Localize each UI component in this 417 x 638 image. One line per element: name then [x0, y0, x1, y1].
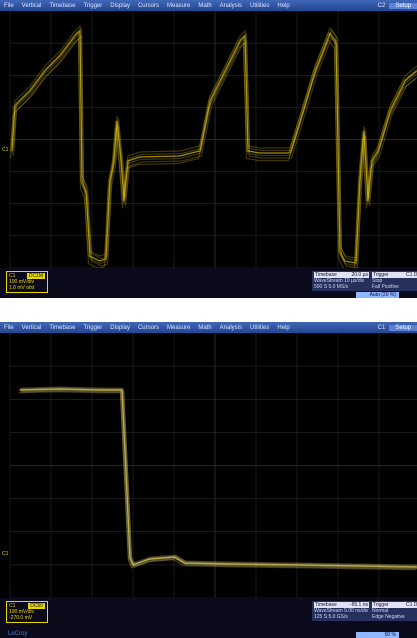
menu-item[interactable]: Vertical	[21, 2, 42, 9]
trace-persistence	[12, 34, 417, 268]
trigger-header: Trigger C1 DC	[372, 272, 417, 278]
trigger-label: Trigger	[373, 602, 389, 608]
timebase-box[interactable]: Timebase 20.0 µs WaveStream 10 µs/div 500 S…	[312, 271, 371, 291]
channel-coupling: DC1M	[26, 273, 45, 279]
brand: LeCroy	[8, 631, 28, 637]
menu-right: C2 Setup	[374, 2, 417, 9]
menu-item[interactable]: Math	[198, 2, 212, 9]
graticule: C1	[2, 333, 417, 598]
menu-item[interactable]: C2	[377, 2, 386, 9]
menu-bar: File Vertical Timebase Trigger Display Cursor…	[0, 0, 417, 11]
trace-persistence	[21, 390, 417, 570]
menu-right: C1 Setup	[374, 324, 417, 331]
menu-item[interactable]: Cursors	[137, 324, 159, 331]
scope-screen: File Vertical Timebase Trigger Display Cursor…	[0, 322, 417, 638]
channel-marker: C1	[2, 551, 9, 557]
trace-persistence	[11, 24, 417, 259]
channel-box[interactable]: C1 DC1M 100 mV/div 1.0 mV ofst	[6, 271, 48, 293]
channel-header: C1 DC50	[9, 603, 45, 609]
channel-name: C1	[9, 273, 16, 279]
trace-persistence	[19, 386, 417, 566]
trace-persistence	[9, 37, 416, 268]
channel-box[interactable]: C1 DC50 100 mV/div -270.0 mV	[6, 601, 48, 623]
timebase-value: 20.0 µs	[351, 272, 368, 278]
channel-setting: 1.0 mV ofst	[9, 285, 35, 291]
scope-screen: File Vertical Timebase Trigger Display Cursor…	[0, 0, 417, 298]
menu-item[interactable]: Measure	[166, 2, 191, 9]
menu-item[interactable]: Setup	[389, 324, 417, 331]
menu-item[interactable]: Cursors	[137, 2, 159, 9]
menu-bar: File Vertical Timebase Trigger Display Cursor…	[0, 322, 417, 333]
menu-item[interactable]: Trigger	[83, 324, 103, 331]
trace-persistence	[12, 27, 417, 262]
channel-setting: 100 mV/div	[9, 279, 35, 285]
menu-item[interactable]: Help	[277, 324, 290, 331]
menu-item[interactable]: Trigger	[83, 2, 103, 9]
trace-persistence	[21, 387, 417, 567]
menu-item[interactable]: C1	[377, 324, 386, 331]
menu-item[interactable]: Timebase	[49, 324, 76, 331]
status-bar: C1 DC1M 100 mV/div 1.0 mV ofst Timebase 20.0 …	[0, 268, 417, 298]
trigger-value: C1 DC	[405, 602, 417, 608]
menu-item[interactable]: Display	[110, 2, 130, 9]
channel-name: C1	[9, 603, 16, 609]
menu-item[interactable]: Help	[277, 2, 290, 9]
grid	[9, 333, 417, 598]
menu-item[interactable]: Display	[110, 324, 130, 331]
timebase-setting: 500 S 5.0 MS/s	[314, 284, 349, 290]
menu-item[interactable]: Setup	[389, 2, 417, 9]
menu-item[interactable]: Timebase	[49, 2, 76, 9]
trace-persistence	[9, 29, 416, 264]
trace-persistence	[18, 388, 416, 568]
timebase-header: Timebase -65.1 ns	[314, 602, 369, 608]
trigger-header: Trigger C1 DC	[372, 602, 417, 608]
menu-item[interactable]: Measure	[166, 324, 191, 331]
timebase-setting: WaveStream 5.00 ns/div	[314, 608, 369, 614]
menu-item[interactable]: Vertical	[21, 324, 42, 331]
status-bar: C1 DC50 100 mV/div -270.0 mV LeCroy Timebase -…	[0, 598, 417, 638]
trigger-label: Trigger	[373, 272, 389, 278]
timebase-label: Timebase	[315, 602, 337, 608]
timebase-setting: WaveStream 10 µs/div	[314, 278, 365, 284]
channel-header: C1 DC1M	[9, 273, 45, 279]
trigger-setting: Normal	[372, 608, 389, 614]
channel-coupling: DC50	[28, 603, 45, 609]
status-tab: 50 %	[356, 632, 399, 638]
channel-marker: C1	[2, 147, 9, 153]
channel-setting: -270.0 mV	[9, 615, 33, 621]
trigger-value: C1 DC	[405, 272, 417, 278]
timebase-header: Timebase 20.0 µs	[314, 272, 369, 278]
trace-persistence	[11, 32, 417, 267]
grid	[9, 11, 417, 268]
menu-item[interactable]: File	[4, 324, 14, 331]
menu-item[interactable]: Analysis	[219, 324, 243, 331]
timebase-value: -65.1 ns	[349, 602, 368, 608]
timebase-box[interactable]: Timebase -65.1 ns WaveStream 5.00 ns/div 12…	[312, 601, 371, 621]
menu-item[interactable]: Math	[198, 324, 212, 331]
trigger-setting: Edge Negative	[372, 614, 405, 620]
menu-item[interactable]: Analysis	[219, 2, 243, 9]
waveform	[18, 386, 417, 571]
graticule: C1	[2, 11, 417, 268]
channel-setting: 100 mV/div	[9, 609, 35, 615]
menu-item[interactable]: Utilities	[250, 324, 270, 331]
trace-persistence	[18, 390, 416, 571]
waveform	[9, 24, 417, 268]
menu-item[interactable]: Utilities	[250, 2, 270, 9]
timebase-label: Timebase	[315, 272, 337, 278]
trace-persistence	[19, 389, 417, 569]
trigger-setting: Stop	[372, 278, 383, 284]
status-tab: Auto (20 %)	[356, 292, 399, 298]
timebase-setting: 125 S 5.0 GS/s	[314, 614, 348, 620]
trigger-setting: Fall Positive	[372, 284, 399, 290]
menu-item[interactable]: File	[4, 2, 14, 9]
